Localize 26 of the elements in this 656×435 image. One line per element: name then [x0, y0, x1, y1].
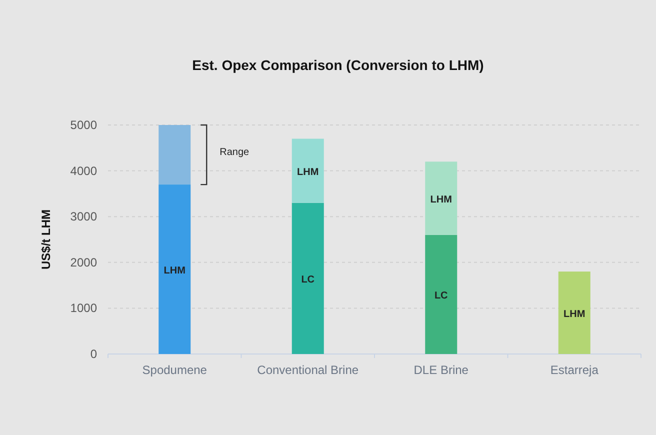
x-tick-label: DLE Brine: [414, 363, 469, 377]
bar: [158, 125, 191, 185]
bar: [558, 272, 590, 354]
y-tick-label: 2000: [70, 255, 98, 270]
data-label: LHM: [430, 194, 452, 206]
annotation: Range: [220, 147, 250, 158]
y-tick-label: 0: [90, 347, 98, 361]
x-tick-label: Spodumene: [142, 363, 208, 377]
bar: [292, 138, 324, 203]
y-tick-label: 3000: [70, 210, 98, 224]
data-label: LHM: [297, 166, 319, 178]
x-tick-label: Estarreja: [550, 363, 599, 377]
data-label: LC: [434, 290, 448, 302]
data-label: LC: [301, 274, 315, 286]
y-tick-label: 1000: [70, 301, 98, 316]
bar: [158, 184, 191, 354]
data-label: LHM: [164, 265, 186, 276]
bar: [425, 162, 458, 235]
bar: [425, 234, 458, 354]
y-tick-label: 4000: [70, 164, 98, 178]
x-tick-label: Conventional Brine: [257, 363, 359, 377]
y-tick-label: 5000: [70, 118, 98, 132]
chart-title: Est. Opex Comparison (Conversion to LHM): [192, 57, 484, 73]
y-axis-title: US$/t LHM: [39, 209, 53, 270]
bar: [292, 202, 324, 354]
data-label: LHM: [564, 308, 586, 320]
